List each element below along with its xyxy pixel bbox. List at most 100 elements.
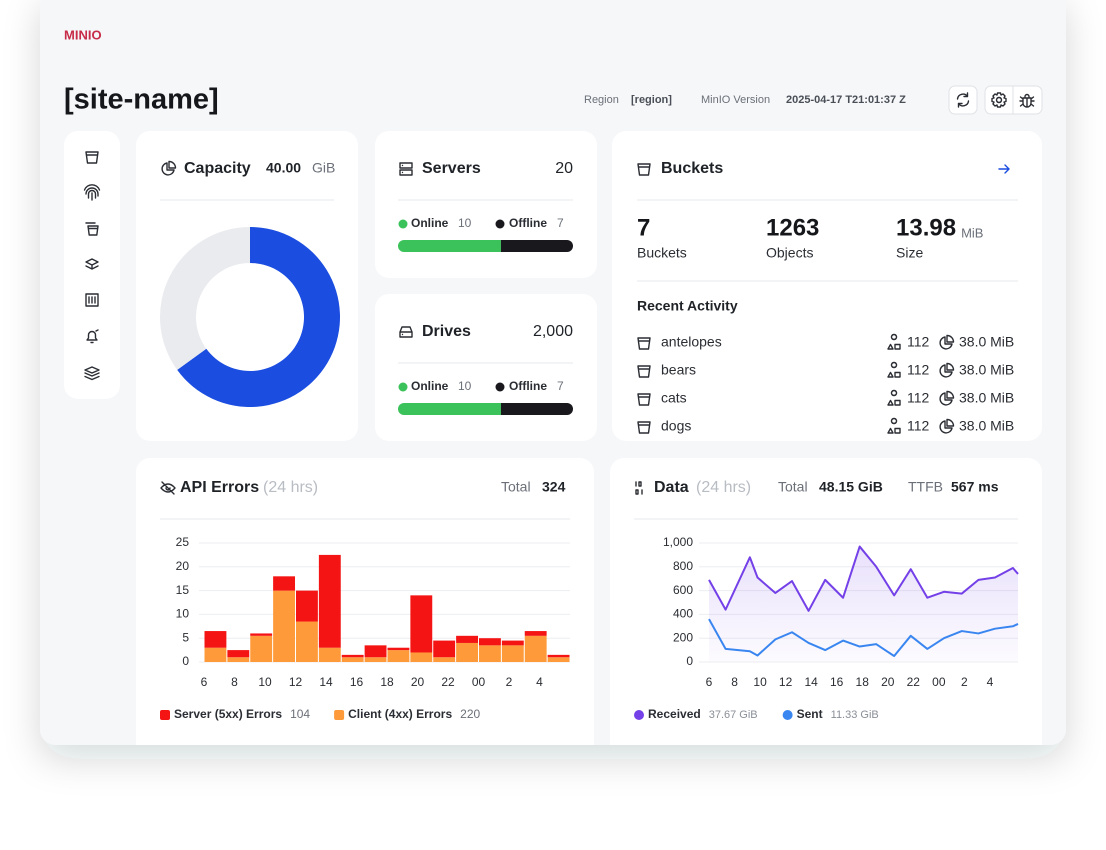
size-icon — [939, 390, 955, 406]
bar-segment — [318, 647, 341, 662]
legend-label: Sent — [797, 707, 823, 721]
y-tick-label: 5 — [182, 630, 189, 644]
bar-segment — [341, 657, 364, 662]
x-tick-label: 6 — [706, 675, 713, 689]
bucket-name[interactable]: cats — [661, 390, 687, 406]
bucket-name[interactable]: antelopes — [661, 334, 722, 350]
sidebar-tray-icon[interactable] — [85, 258, 99, 270]
offline-label: Offline — [509, 379, 547, 393]
chart-title: Data — [654, 479, 689, 496]
refresh-button[interactable] — [948, 85, 978, 115]
y-tick-label: 20 — [176, 559, 190, 573]
settings-icon[interactable] — [991, 92, 1007, 108]
bar-segment — [341, 654, 364, 658]
y-tick-label: 25 — [176, 535, 190, 549]
bar-segment — [364, 645, 387, 658]
bucket-icon — [637, 365, 651, 378]
x-tick-label: 00 — [932, 675, 946, 689]
line — [708, 618, 1019, 658]
online-bar — [398, 240, 501, 252]
offline-dot — [495, 382, 505, 392]
y-tick-label: 600 — [673, 583, 693, 597]
x-tick-label: 22 — [441, 675, 455, 689]
y-tick-label: 400 — [673, 607, 693, 621]
bar-segment — [250, 635, 273, 662]
bar-segment — [318, 554, 341, 648]
offline-bar — [500, 240, 573, 252]
sidebar-columns-icon[interactable] — [85, 293, 99, 307]
drives-card — [375, 294, 597, 441]
line — [708, 545, 1019, 612]
api-errors-card — [136, 458, 594, 745]
drives-count: 2,000 — [533, 323, 573, 340]
bucket-icon — [637, 393, 651, 406]
sidebar-buckets2-icon[interactable] — [85, 222, 99, 236]
offline-count: 7 — [557, 379, 564, 393]
bucket-icon — [637, 337, 651, 350]
refresh-icon[interactable] — [956, 92, 970, 108]
legend-total: 37.67 GiB — [709, 709, 758, 721]
online-bar — [398, 403, 501, 415]
legend-total: 104 — [290, 707, 310, 721]
capacity-value: 40.00 — [266, 160, 301, 176]
legend-label: Received — [648, 707, 701, 721]
bar-segment — [433, 657, 456, 662]
chart-title: API Errors — [180, 479, 259, 496]
legend-total: 11.33 GiB — [831, 709, 879, 721]
area — [709, 546, 1018, 662]
window-content: MINIO [site-name] Region [region] MinIO Vers… — [64, 27, 1043, 745]
stat-value: 567 ms — [951, 479, 999, 495]
size-icon — [939, 334, 955, 350]
stat-value: 13.98 — [896, 214, 956, 241]
x-tick-label: 18 — [380, 675, 394, 689]
data-icon — [635, 481, 643, 495]
legend-swatch — [160, 710, 170, 720]
objects-icon — [887, 361, 901, 378]
x-tick-label: 4 — [987, 675, 994, 689]
buckets-card — [612, 131, 1042, 441]
bar-segment — [273, 576, 295, 591]
bar-segment — [204, 647, 227, 662]
online-label: Online — [411, 379, 449, 393]
bar-segment — [456, 635, 478, 643]
offline-count: 7 — [557, 216, 564, 230]
stat-label: Size — [896, 245, 923, 261]
x-tick-label: 00 — [472, 675, 486, 689]
bug-icon[interactable] — [1019, 93, 1035, 108]
y-tick-label: 0 — [686, 654, 693, 668]
offline-bar — [500, 403, 573, 415]
sidebar-layers-icon[interactable] — [84, 366, 100, 381]
online-dot — [398, 219, 408, 229]
sidebar-finger-icon[interactable] — [83, 184, 101, 201]
x-tick-label: 10 — [753, 675, 767, 689]
capacity-icon — [161, 160, 177, 176]
offline-dot — [495, 219, 505, 229]
bar-segment — [524, 635, 547, 662]
stat-label: Objects — [766, 245, 813, 261]
x-tick-label: 14 — [804, 675, 818, 689]
version-label: MinIO Version — [701, 94, 770, 106]
x-tick-label: 2 — [506, 675, 513, 689]
bar-segment — [250, 633, 273, 636]
logo: MINIO — [64, 27, 102, 42]
bucket-name[interactable]: dogs — [661, 418, 691, 434]
bucket-name[interactable]: bears — [661, 362, 696, 378]
servers-card — [375, 131, 597, 278]
open-buckets-arrow[interactable] — [998, 164, 1010, 174]
status-bar — [398, 403, 573, 415]
sidebar-bell-icon[interactable] — [86, 329, 99, 344]
object-count: 112 — [907, 390, 930, 406]
bucket-size: 38.0 MiB — [959, 418, 1014, 434]
stat-label: Total — [778, 479, 808, 495]
stat-value: 48.15 GiB — [819, 479, 883, 495]
x-tick-label: 16 — [830, 675, 844, 689]
sidebar-bucket-icon[interactable] — [85, 151, 99, 164]
x-tick-label: 12 — [289, 675, 303, 689]
x-tick-label: 8 — [731, 675, 738, 689]
version: 2025-04-17 T21:01:37 Z — [786, 94, 906, 106]
bar-segment — [547, 654, 570, 658]
bucket-size: 38.0 MiB — [959, 362, 1014, 378]
object-count: 112 — [907, 418, 930, 434]
legend-total: 220 — [460, 707, 480, 721]
x-tick-label: 4 — [536, 675, 543, 689]
